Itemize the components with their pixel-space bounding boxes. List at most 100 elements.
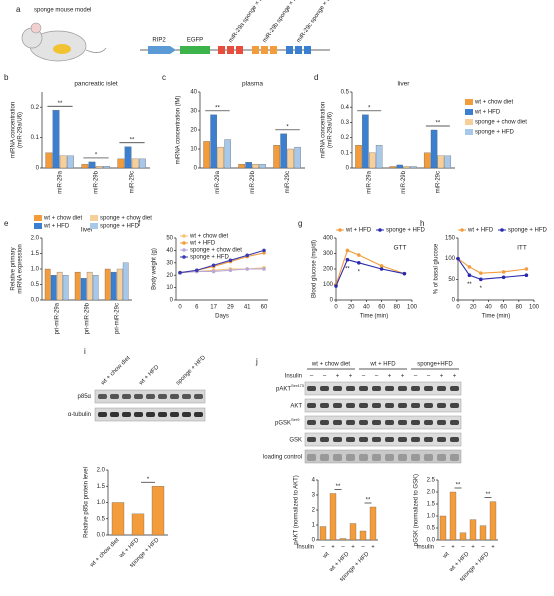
bar: [437, 155, 445, 169]
point: [245, 253, 249, 258]
y-tick-label: 10: [190, 147, 197, 153]
x-tick-label: miR-29b: [94, 170, 100, 193]
x-tick-label: +: [491, 545, 495, 551]
blot-band: [320, 403, 329, 408]
x-tick-label: –: [341, 545, 345, 551]
x-tick-label: 100: [407, 305, 418, 311]
blot-band: [450, 437, 459, 442]
bar: [52, 110, 60, 169]
point: [379, 267, 384, 271]
y-tick-label: 0: [330, 298, 334, 304]
blot-band: [134, 412, 143, 417]
y-axis-label: Relative p85α protein level: [84, 467, 90, 538]
y-tick-label: 20: [190, 128, 197, 134]
x-tick-label: 80: [393, 305, 400, 311]
x-tick-label: miR-29b: [401, 170, 407, 193]
point: [345, 248, 350, 253]
point: [245, 267, 249, 271]
y-axis-label: Blood glucose (mg/dl): [312, 240, 318, 298]
y-tick-label: 4: [312, 478, 316, 484]
blot-band: [170, 412, 179, 417]
insulin-sign: +: [336, 374, 340, 380]
bar: [396, 164, 403, 169]
annotation: **: [366, 498, 371, 504]
legend-label: sponge + chow diet: [475, 120, 527, 126]
line: [179, 268, 264, 274]
point: [178, 270, 182, 275]
point: [211, 269, 216, 274]
y-tick-label: 400: [323, 236, 334, 242]
sponge-site: [218, 46, 225, 54]
mouse-tail: [85, 47, 107, 53]
bar: [59, 155, 67, 169]
bar: [294, 146, 301, 169]
bar: [280, 133, 287, 169]
bar: [50, 275, 57, 301]
blot-band: [372, 403, 381, 408]
legend-swatch: [34, 215, 42, 221]
x-tick-label: pri-miR-29a: [55, 302, 61, 334]
legend-marker: [378, 228, 382, 232]
line: [335, 259, 405, 287]
panel-label: f: [138, 219, 141, 228]
annotation: *: [95, 152, 98, 158]
insulin-sign: +: [401, 374, 405, 380]
y-tick-label: 2.0: [31, 236, 40, 242]
blot-band: [134, 394, 143, 399]
x-tick-label: pri-miR-29b: [85, 302, 91, 334]
x-tick-label: –: [361, 545, 365, 551]
blot-band: [385, 437, 394, 442]
y-tick-label: 0.0: [97, 533, 106, 539]
y-axis-label: pGSK (normalized to GSK): [414, 474, 420, 546]
x-tick-label: –: [461, 545, 465, 551]
blot-band: [411, 420, 420, 425]
x-tick-label: +: [331, 545, 335, 551]
annotation: **: [456, 483, 461, 489]
y-tick-label: 0.5: [341, 90, 350, 96]
bar: [339, 538, 347, 541]
legend-marker: [182, 241, 186, 245]
bar: [95, 166, 103, 169]
point: [357, 253, 361, 257]
blot-band: [98, 394, 107, 399]
y-axis-label: Body weight (g): [152, 248, 158, 290]
y-tick-label: 1: [312, 523, 316, 529]
y-tick-label: 0: [36, 166, 40, 172]
y-tick-label: 20: [166, 273, 173, 279]
y-tick-label: 0.5: [97, 516, 106, 522]
blot-band: [437, 454, 446, 461]
annotation: **: [345, 266, 350, 272]
construct-label: miR-29a sponge × 3: [228, 0, 264, 44]
point: [524, 273, 529, 278]
sponge-site: [295, 46, 302, 54]
lane-label: sponge + HFD: [175, 354, 207, 386]
bar: [259, 164, 266, 169]
egfp: [180, 46, 210, 54]
bar: [116, 268, 123, 301]
annotation: *: [480, 286, 483, 292]
bar: [110, 271, 117, 301]
bar: [469, 519, 477, 541]
x-axis-label: Time (min): [360, 314, 388, 320]
chart-title: liver: [398, 81, 411, 88]
insulin-sign: –: [375, 374, 379, 380]
y-tick-label: 0.0: [31, 298, 40, 304]
y-tick-label: 40: [190, 90, 197, 96]
bar: [273, 145, 280, 169]
legend-label: sponge + chow diet: [190, 248, 242, 254]
insulin-sign: +: [349, 374, 353, 380]
blot-band: [437, 386, 446, 391]
y-tick-label: 200: [323, 267, 334, 273]
x-tick-label: 17: [210, 305, 217, 311]
blot-band: [411, 454, 420, 461]
band-label: GSK: [289, 438, 302, 444]
x-tick-label: 0: [456, 305, 460, 311]
x-tick-label: 29: [227, 305, 234, 311]
annotation: **: [435, 121, 440, 127]
y-tick-label: 2.0: [97, 468, 106, 474]
bar: [319, 526, 327, 541]
blot-band: [146, 394, 155, 399]
point: [501, 275, 506, 280]
sponge-site: [227, 46, 234, 54]
